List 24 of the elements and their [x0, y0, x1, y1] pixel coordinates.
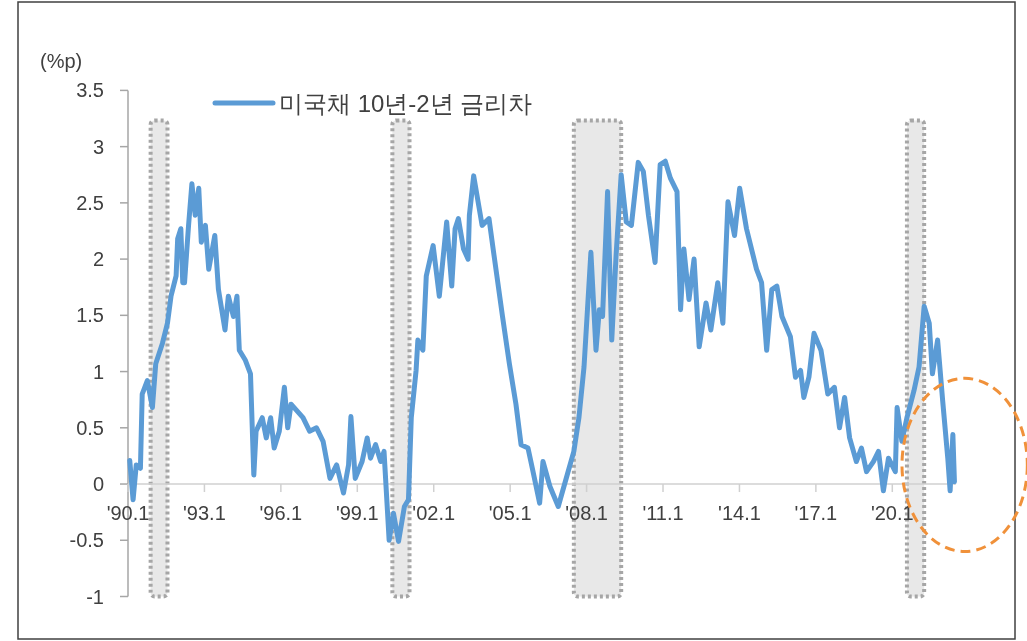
y-tick-label: 3 [92, 135, 104, 158]
x-tick-label: '17.1 [794, 502, 838, 525]
x-tick-label: '11.1 [642, 502, 684, 525]
y-tick-label: 3.5 [76, 79, 104, 102]
x-tick-label: '90.1 [106, 502, 150, 525]
y-tick-label: 2.5 [76, 191, 104, 214]
x-tick-label: '02.1 [412, 502, 456, 525]
y-tick-label: 0 [92, 473, 104, 496]
y-tick-label: -0.5 [69, 529, 104, 552]
y-tick-label: -1 [86, 585, 104, 608]
x-tick-label: '08.1 [565, 502, 608, 525]
x-tick-label: '05.1 [488, 502, 532, 525]
x-tick-label: '93.1 [183, 502, 226, 525]
legend: 미국채 10년-2년 금리차 [212, 90, 533, 117]
x-tick-label: '20.1 [870, 502, 914, 525]
y-tick-label: 1 [92, 360, 104, 383]
y-axis-title: (%p) [40, 50, 83, 72]
legend-label: 미국채 10년-2년 금리차 [279, 90, 533, 117]
y-tick-label: 0.5 [76, 416, 104, 439]
x-tick-label: '96.1 [259, 502, 303, 525]
y-tick-label: 2 [92, 248, 104, 271]
y-tick-label: 1.5 [76, 304, 104, 327]
x-tick-label: '99.1 [335, 502, 379, 525]
x-tick-label: '14.1 [718, 502, 761, 525]
